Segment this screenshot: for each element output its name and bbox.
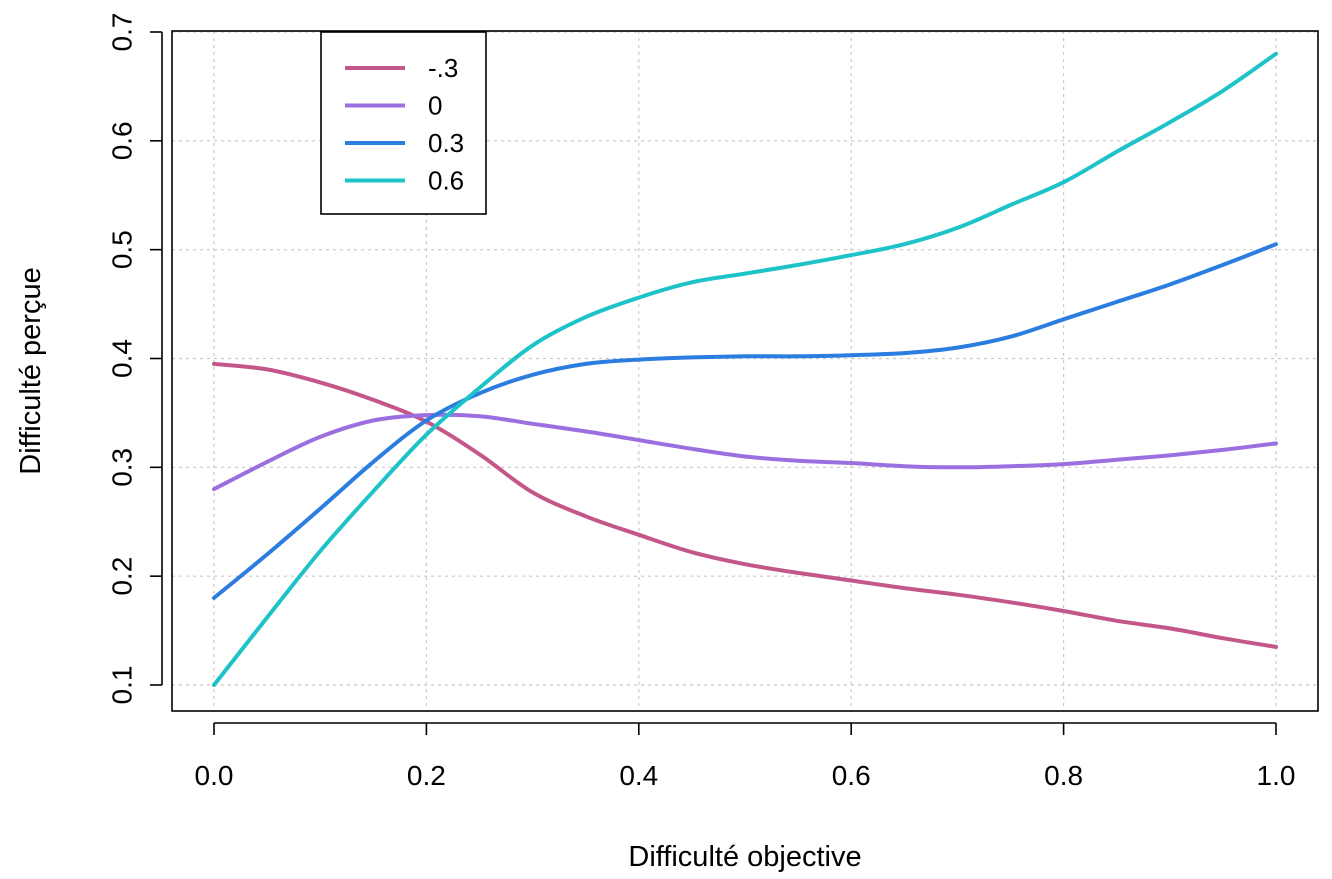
x-tick-label: 0.8 [1044,760,1083,791]
y-tick-label: 0.2 [107,557,138,596]
x-axis: 0.0 0.2 0.4 0.6 0.8 1.0 [195,722,1296,791]
y-tick-label: 0.1 [107,666,138,705]
series-lines [212,51,1278,687]
y-tick-label: 0.5 [107,230,138,269]
legend-label: -.3 [428,53,458,83]
y-tick-label: 0.3 [107,448,138,487]
series-line-2 [212,242,1278,600]
y-tick-label: 0.7 [107,13,138,52]
x-tick-label: 0.2 [407,760,446,791]
plot-frame [171,30,1319,712]
y-tick-label: 0.4 [107,339,138,378]
legend: -.3 0 0.3 0.6 [320,31,487,215]
legend-label: 0.6 [428,166,464,196]
y-axis-title: Difficulté perçue [15,267,47,474]
legend-box [320,31,487,215]
x-tick-label: 1.0 [1257,760,1296,791]
y-tick-label: 0.6 [107,121,138,160]
legend-label: 0 [428,91,442,121]
series-line-1 [212,412,1278,492]
series-line-0 [212,361,1278,649]
series-line-3 [212,51,1278,687]
x-tick-label: 0.6 [832,760,871,791]
y-axis: 0.1 0.2 0.3 0.4 0.5 0.6 0.7 [107,13,163,705]
x-tick-label: 0.0 [195,760,234,791]
x-tick-label: 0.4 [619,760,658,791]
x-axis-title: Difficulté objective [628,841,861,873]
legend-label: 0.3 [428,128,464,158]
